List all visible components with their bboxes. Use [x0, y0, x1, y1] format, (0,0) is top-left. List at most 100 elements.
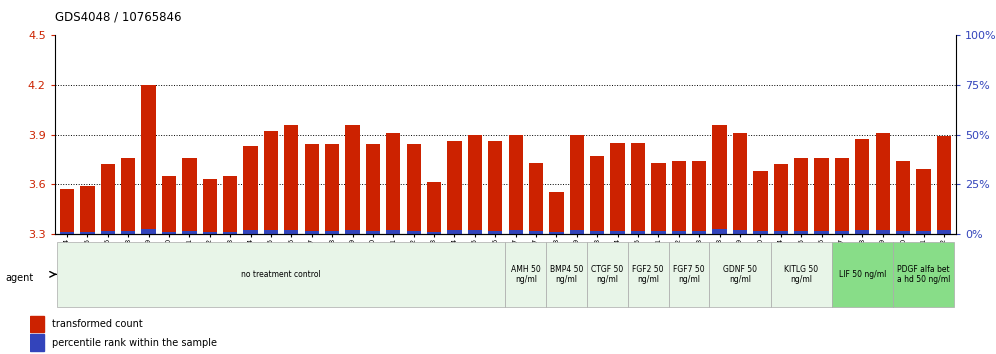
Bar — [202, 232, 217, 234]
Bar — [305, 144, 319, 234]
Bar — [668, 242, 709, 307]
Text: no treatment control: no treatment control — [241, 270, 321, 279]
Bar — [937, 230, 951, 234]
Text: PDGF alfa bet
a hd 50 ng/ml: PDGF alfa bet a hd 50 ng/ml — [896, 265, 950, 284]
Bar — [509, 135, 523, 234]
Text: FGF2 50
ng/ml: FGF2 50 ng/ml — [632, 265, 664, 284]
Bar — [161, 176, 176, 234]
Bar — [529, 231, 543, 234]
Bar — [774, 164, 788, 234]
Bar — [223, 232, 237, 234]
Bar — [346, 125, 360, 234]
Bar — [101, 164, 115, 234]
Text: transformed count: transformed count — [52, 319, 143, 329]
Bar — [284, 230, 299, 234]
Bar — [611, 143, 624, 234]
Bar — [101, 231, 115, 234]
Text: FGF7 50
ng/ml: FGF7 50 ng/ml — [673, 265, 705, 284]
Bar — [406, 231, 421, 234]
Bar — [264, 131, 278, 234]
Bar — [896, 231, 910, 234]
Bar — [671, 231, 686, 234]
Bar — [630, 143, 645, 234]
Bar — [733, 230, 747, 234]
Bar — [506, 242, 546, 307]
Bar — [346, 230, 360, 234]
Bar — [733, 133, 747, 234]
Bar — [81, 232, 95, 234]
Bar — [30, 316, 44, 332]
Bar — [630, 231, 645, 234]
Bar — [366, 231, 380, 234]
Bar — [712, 229, 727, 234]
Bar — [141, 85, 155, 234]
Bar — [771, 242, 832, 307]
Bar — [406, 144, 421, 234]
Bar — [753, 171, 768, 234]
Bar — [692, 231, 706, 234]
Bar — [916, 169, 930, 234]
Text: GDNF 50
ng/ml: GDNF 50 ng/ml — [723, 265, 757, 284]
Bar — [671, 161, 686, 234]
Bar — [468, 230, 482, 234]
Bar — [709, 242, 771, 307]
Bar — [223, 176, 237, 234]
Text: AMH 50
ng/ml: AMH 50 ng/ml — [511, 265, 541, 284]
Bar — [570, 135, 584, 234]
Text: percentile rank within the sample: percentile rank within the sample — [52, 337, 217, 348]
Bar — [832, 242, 893, 307]
Bar — [590, 231, 605, 234]
Bar — [875, 230, 889, 234]
Bar — [815, 158, 829, 234]
Bar — [794, 158, 809, 234]
Bar — [488, 141, 502, 234]
Bar — [325, 231, 340, 234]
Bar — [611, 231, 624, 234]
Bar — [651, 231, 665, 234]
Bar — [305, 231, 319, 234]
Bar — [122, 158, 135, 234]
Bar — [550, 192, 564, 234]
Bar — [875, 133, 889, 234]
Bar — [937, 136, 951, 234]
Text: LIF 50 ng/ml: LIF 50 ng/ml — [839, 270, 886, 279]
Bar — [427, 182, 441, 234]
Bar — [447, 141, 461, 234]
Bar — [627, 242, 668, 307]
Bar — [447, 230, 461, 234]
Bar — [122, 231, 135, 234]
Text: CTGF 50
ng/ml: CTGF 50 ng/ml — [592, 265, 623, 284]
Bar — [284, 125, 299, 234]
Bar — [529, 162, 543, 234]
Bar — [141, 229, 155, 234]
Bar — [550, 232, 564, 234]
Bar — [774, 231, 788, 234]
Bar — [712, 125, 727, 234]
Bar — [896, 161, 910, 234]
Text: agent: agent — [5, 273, 33, 283]
Bar — [590, 156, 605, 234]
Bar — [60, 232, 74, 234]
Bar — [753, 231, 768, 234]
Bar — [856, 139, 870, 234]
Bar — [794, 231, 809, 234]
Bar — [81, 186, 95, 234]
Bar — [546, 242, 587, 307]
Bar — [468, 135, 482, 234]
Bar — [182, 158, 196, 234]
Bar — [856, 230, 870, 234]
Bar — [815, 231, 829, 234]
Bar — [488, 231, 502, 234]
Bar — [366, 144, 380, 234]
Bar — [509, 230, 523, 234]
Bar — [893, 242, 954, 307]
Bar — [570, 230, 584, 234]
Bar — [587, 242, 627, 307]
Bar — [835, 231, 850, 234]
Bar — [161, 232, 176, 234]
Bar — [60, 189, 74, 234]
Bar — [182, 231, 196, 234]
Bar — [202, 179, 217, 234]
Bar — [386, 230, 400, 234]
Text: GDS4048 / 10765846: GDS4048 / 10765846 — [55, 11, 181, 24]
